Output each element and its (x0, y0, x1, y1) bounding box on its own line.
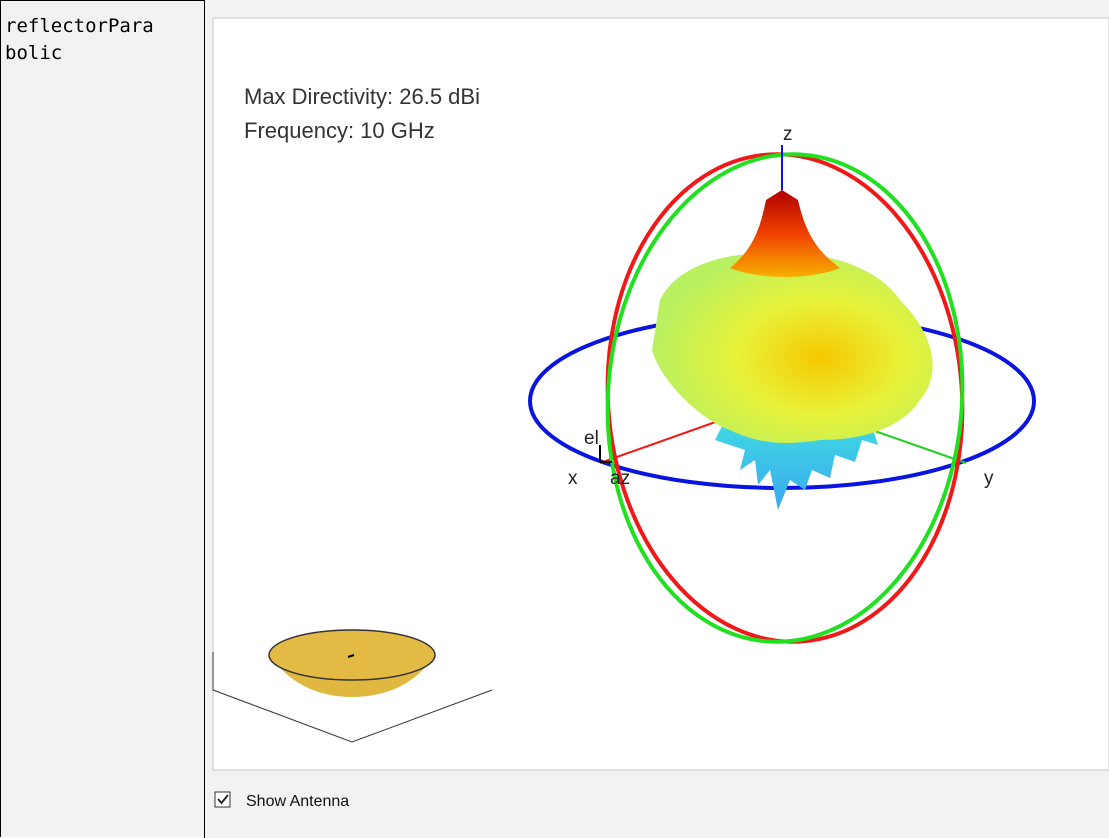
checkmark (217, 794, 229, 805)
checkbox[interactable] (214, 791, 231, 808)
show-antenna-checkbox[interactable]: Show Antenna (214, 791, 349, 810)
axis-label: el (584, 428, 599, 449)
pattern-main-lobe (730, 190, 840, 277)
label-cell: reflectorParabolic (0, 0, 205, 837)
elevation-circle (605, 152, 965, 644)
cell-label: reflectorParabolic (5, 15, 154, 64)
annotation: Frequency: 10 GHz (244, 118, 435, 143)
pattern-main-body (652, 253, 933, 443)
axis-label: az (610, 468, 630, 489)
checkbox-label[interactable]: Show Antenna (246, 793, 349, 810)
antenna-box (212, 652, 493, 743)
axis-label: z (783, 124, 793, 145)
feed (347, 654, 355, 658)
axis-label: x (568, 468, 578, 489)
y-axis-line (871, 429, 967, 464)
axis-label: y (984, 468, 994, 489)
annotation: Max Directivity: 26.5 dBi (244, 84, 480, 109)
